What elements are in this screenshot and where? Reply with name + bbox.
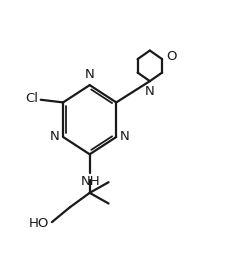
Text: N: N xyxy=(85,68,95,81)
Text: Cl: Cl xyxy=(25,92,38,105)
Text: N: N xyxy=(50,131,59,143)
Text: HO: HO xyxy=(29,217,49,230)
Text: N: N xyxy=(145,85,155,98)
Text: N: N xyxy=(120,131,130,143)
Text: NH: NH xyxy=(81,175,101,188)
Text: O: O xyxy=(166,50,177,63)
